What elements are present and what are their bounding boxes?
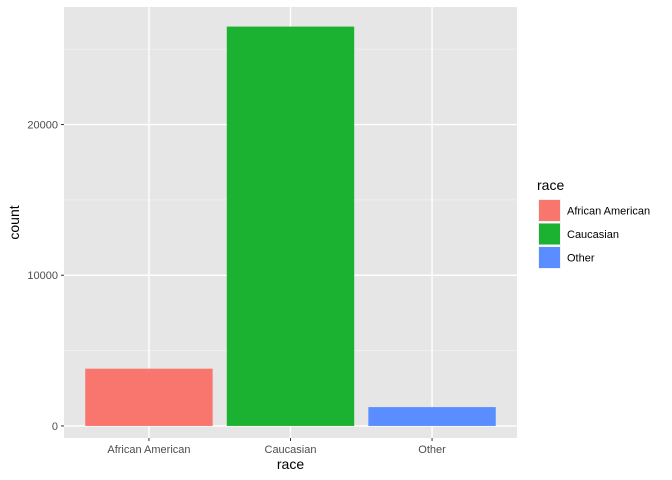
legend: race African American Caucasian Other: [537, 177, 650, 269]
x-tick-label: African American: [107, 444, 190, 456]
legend-title: race: [537, 177, 564, 193]
legend-swatch: [539, 200, 560, 221]
y-tick-label: 0: [52, 421, 58, 433]
bar-caucasian: [226, 26, 355, 426]
x-axis-ticks: African American Caucasian Other: [107, 438, 446, 456]
x-tick-label: Other: [418, 444, 446, 456]
y-tick-label: 10000: [27, 270, 58, 282]
x-axis-title: race: [277, 456, 304, 472]
legend-label: Caucasian: [567, 229, 619, 241]
y-axis-ticks: 0 10000 20000: [27, 120, 64, 433]
legend-swatch: [539, 223, 560, 245]
y-tick-label: 20000: [27, 120, 58, 132]
legend-swatch: [539, 247, 560, 268]
bar-other: [368, 407, 496, 426]
legend-label: Other: [567, 253, 595, 265]
legend-label: African American: [567, 206, 650, 218]
bars: [85, 26, 496, 426]
y-axis-title: count: [6, 205, 22, 239]
bar-african-american: [85, 368, 213, 426]
x-tick-label: Caucasian: [265, 444, 317, 456]
legend-items: African American Caucasian Other: [538, 199, 650, 269]
